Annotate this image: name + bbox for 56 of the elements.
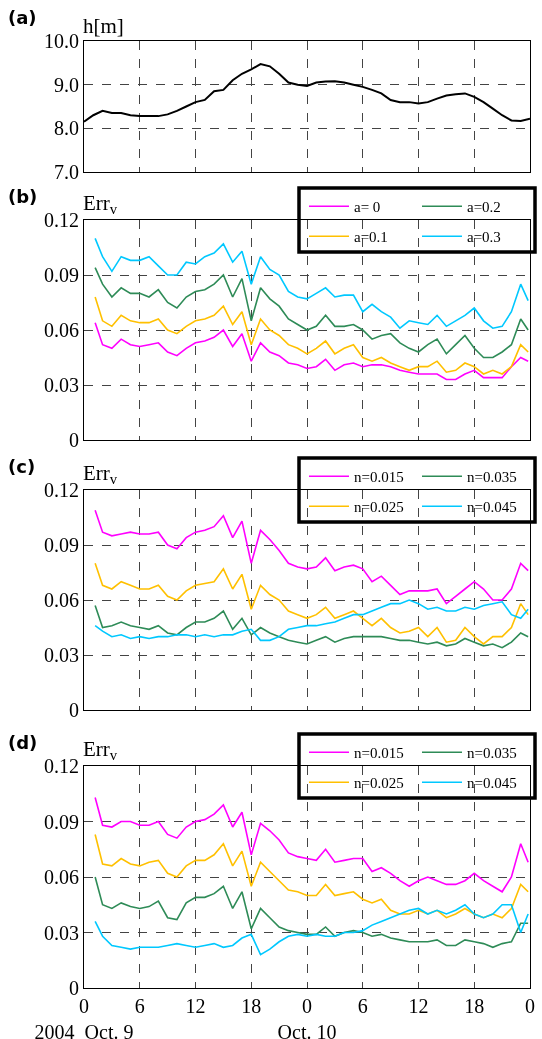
y-tick-label: 0.06 (43, 866, 79, 888)
legend-label: n=0.035 (467, 745, 517, 762)
x-tick-label: 0 Oct. 10 (277, 995, 337, 1039)
legend-label: a= 0 (354, 199, 381, 216)
y-tick-label: 0.03 (43, 644, 79, 666)
y-tick-label: 0.12 (43, 209, 79, 231)
y-tick-label: 0.12 (43, 755, 79, 777)
y-axis-title: Err$_{v}$ (83, 737, 118, 764)
legend-label: n=0.025 (354, 775, 404, 792)
y-tick-label: 10.0 (43, 30, 79, 52)
y-tick-label: 0.09 (43, 264, 79, 286)
y-tick-label: 0.03 (43, 921, 79, 944)
text: (d) (8, 732, 38, 753)
legend-label: n=0.045 (467, 499, 517, 516)
y-tick-label: 8.0 (53, 117, 79, 140)
x-tick-label: 18 (241, 995, 262, 1018)
line-series (94, 321, 529, 381)
y-axis-title: h[m] (83, 14, 124, 38)
line-series (94, 599, 529, 642)
y-axis-title: Err$_{v}$ (83, 191, 118, 218)
y-tick-label: 0 (68, 429, 79, 451)
x-tick-label: 6 (134, 995, 145, 1018)
text: (c) (8, 456, 36, 477)
legend-label: n=0.035 (467, 469, 517, 486)
line-series (94, 266, 529, 359)
line-series (94, 604, 529, 649)
x-tick-label: 6 (357, 995, 368, 1018)
legend-label: a=0.3 (467, 229, 501, 246)
x-tick-label: 0 (525, 995, 535, 1018)
line-series (94, 833, 529, 919)
text: (b) (8, 186, 38, 207)
text: (a) (8, 7, 37, 28)
line-series (94, 796, 529, 893)
line-series (94, 296, 529, 375)
y-tick-label: 7.0 (53, 161, 79, 183)
legend-label: n=0.025 (354, 499, 404, 516)
x-tick-label: 12 (408, 995, 429, 1018)
line-series (94, 562, 529, 645)
legend-label: n=0.045 (467, 775, 517, 792)
y-tick-label: 0.09 (43, 534, 79, 556)
legend-label: n=0.015 (354, 745, 404, 762)
line-series (94, 876, 529, 949)
legend-label: a=0.2 (467, 199, 501, 216)
legend-label: n=0.015 (354, 469, 404, 486)
line-series (94, 903, 529, 956)
y-axis-title: Err$_{v}$ (83, 461, 118, 488)
y-tick-label: 0.03 (43, 374, 79, 396)
x-tick-label: 18 (464, 995, 485, 1018)
x-tick-label: 12 (185, 995, 206, 1018)
y-tick-label: 0.09 (43, 810, 79, 833)
y-tick-label: 0.12 (43, 479, 79, 501)
y-tick-label: 0 (68, 699, 79, 721)
y-tick-label: 0.06 (43, 319, 79, 341)
y-tick-label: 0.06 (43, 589, 79, 611)
y-tick-label: 9.0 (53, 73, 79, 96)
legend-label: a=0.1 (354, 229, 388, 246)
